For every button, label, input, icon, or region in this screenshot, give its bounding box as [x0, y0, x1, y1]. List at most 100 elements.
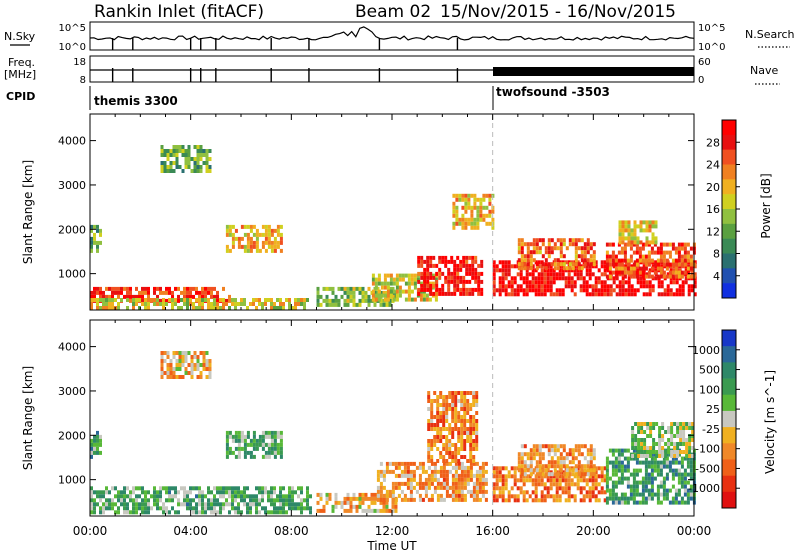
scatter-cell [138, 298, 141, 302]
scatter-cell [658, 434, 662, 438]
scatter-cell [270, 306, 273, 310]
scatter-cell [608, 460, 612, 465]
scatter-cell [620, 262, 624, 267]
scatter-cell [675, 288, 679, 293]
scatter-cell [184, 355, 188, 359]
scatter-cell [172, 161, 176, 165]
scatter-cell [438, 267, 442, 272]
scatter-cell [201, 286, 204, 291]
scatter-cell [210, 498, 213, 503]
scatter-cell [234, 486, 237, 491]
scatter-cell [183, 302, 186, 306]
scatter-cell [386, 293, 390, 298]
scatter-cell [171, 294, 174, 299]
scatter-cell [652, 450, 656, 454]
scatter-cell [147, 286, 150, 291]
scatter-cell [553, 242, 557, 247]
scatter-cell [447, 291, 451, 296]
scatter-cell [255, 442, 259, 447]
scatter-cell [463, 439, 467, 443]
scatter-cell [519, 288, 523, 293]
scatter-cell [461, 205, 465, 210]
scatter-cell [639, 284, 643, 289]
scatter-cell [523, 472, 527, 477]
scatter-cell [513, 474, 517, 479]
scatter-cell [210, 294, 213, 299]
scatter-cell [169, 375, 173, 379]
scatter-cell [520, 460, 524, 465]
scatter-cell [469, 443, 473, 447]
scatter-cell [225, 232, 229, 237]
scatter-cell [546, 288, 550, 293]
scatter-cell [623, 242, 627, 247]
scatter-cell [343, 496, 347, 501]
scatter-cell [93, 450, 96, 455]
scatter-cell [394, 465, 398, 470]
scatter-cell [682, 426, 686, 430]
scatter-cell [90, 236, 93, 241]
scatter-cell [207, 302, 210, 306]
scatter-cell [454, 455, 458, 459]
scatter-cell [656, 266, 660, 271]
scatter-cell [288, 498, 291, 503]
scatter-cell [418, 461, 422, 466]
scatter-cell [234, 434, 238, 439]
scatter-cell [383, 281, 387, 286]
scatter-cell [445, 477, 449, 482]
scatter-cell [222, 286, 225, 291]
scatter-cell [465, 267, 469, 272]
scatter-cell [469, 427, 473, 431]
scatter-cell [525, 272, 529, 277]
scatter-cell [522, 482, 526, 487]
scatter-cell [611, 452, 615, 457]
scatter-cell [656, 484, 660, 489]
scatter-cell [382, 497, 386, 502]
scatter-cell [617, 500, 621, 505]
scatter-cell [510, 494, 514, 499]
scatter-cell [475, 423, 479, 427]
scatter-cell [385, 302, 389, 307]
scatter-cell [264, 430, 268, 435]
scatter-cell [507, 272, 511, 277]
scatter-cell [661, 454, 665, 458]
scatter-cell [331, 290, 335, 295]
scatter-cell [674, 258, 678, 263]
scatter-cell [325, 294, 329, 299]
scatter-cell [592, 468, 596, 473]
scatter-cell [531, 284, 535, 289]
scatter-cell [243, 446, 247, 451]
scatter-cell [591, 288, 595, 293]
scatter-cell [529, 448, 533, 453]
scatter-cell [453, 267, 457, 272]
scatter-cell [234, 228, 238, 233]
scatter-cell [552, 276, 556, 281]
scatter-cell [472, 455, 476, 459]
scatter-cell [677, 472, 681, 477]
scatter-cell [667, 426, 671, 430]
scatter-cell [540, 494, 544, 499]
scatter-cell [461, 225, 465, 230]
scatter-cell [620, 476, 624, 481]
scatter-cell [471, 287, 475, 292]
scatter-cell [614, 496, 618, 501]
scatter-cell [671, 262, 675, 267]
scatter-cell [600, 466, 604, 471]
scatter-cell [352, 504, 356, 509]
scatter-cell [99, 506, 102, 511]
scatter-cell [252, 224, 256, 229]
scatter-cell [686, 254, 690, 259]
colorbar-swatch [722, 223, 736, 239]
scatter-cell [520, 468, 524, 473]
scatter-cell [225, 446, 229, 451]
scatter-cell [114, 510, 117, 515]
colorbar-swatch [722, 459, 736, 476]
scatter-cell [196, 153, 200, 157]
scatter-cell [430, 427, 434, 431]
scatter-cell [261, 302, 264, 306]
scatter-cell [409, 473, 413, 478]
scatter-cell [123, 502, 126, 507]
scatter-cell [614, 456, 618, 461]
scatter-cell [358, 298, 362, 303]
scatter-cell [461, 213, 465, 218]
scatter-cell [264, 228, 268, 233]
